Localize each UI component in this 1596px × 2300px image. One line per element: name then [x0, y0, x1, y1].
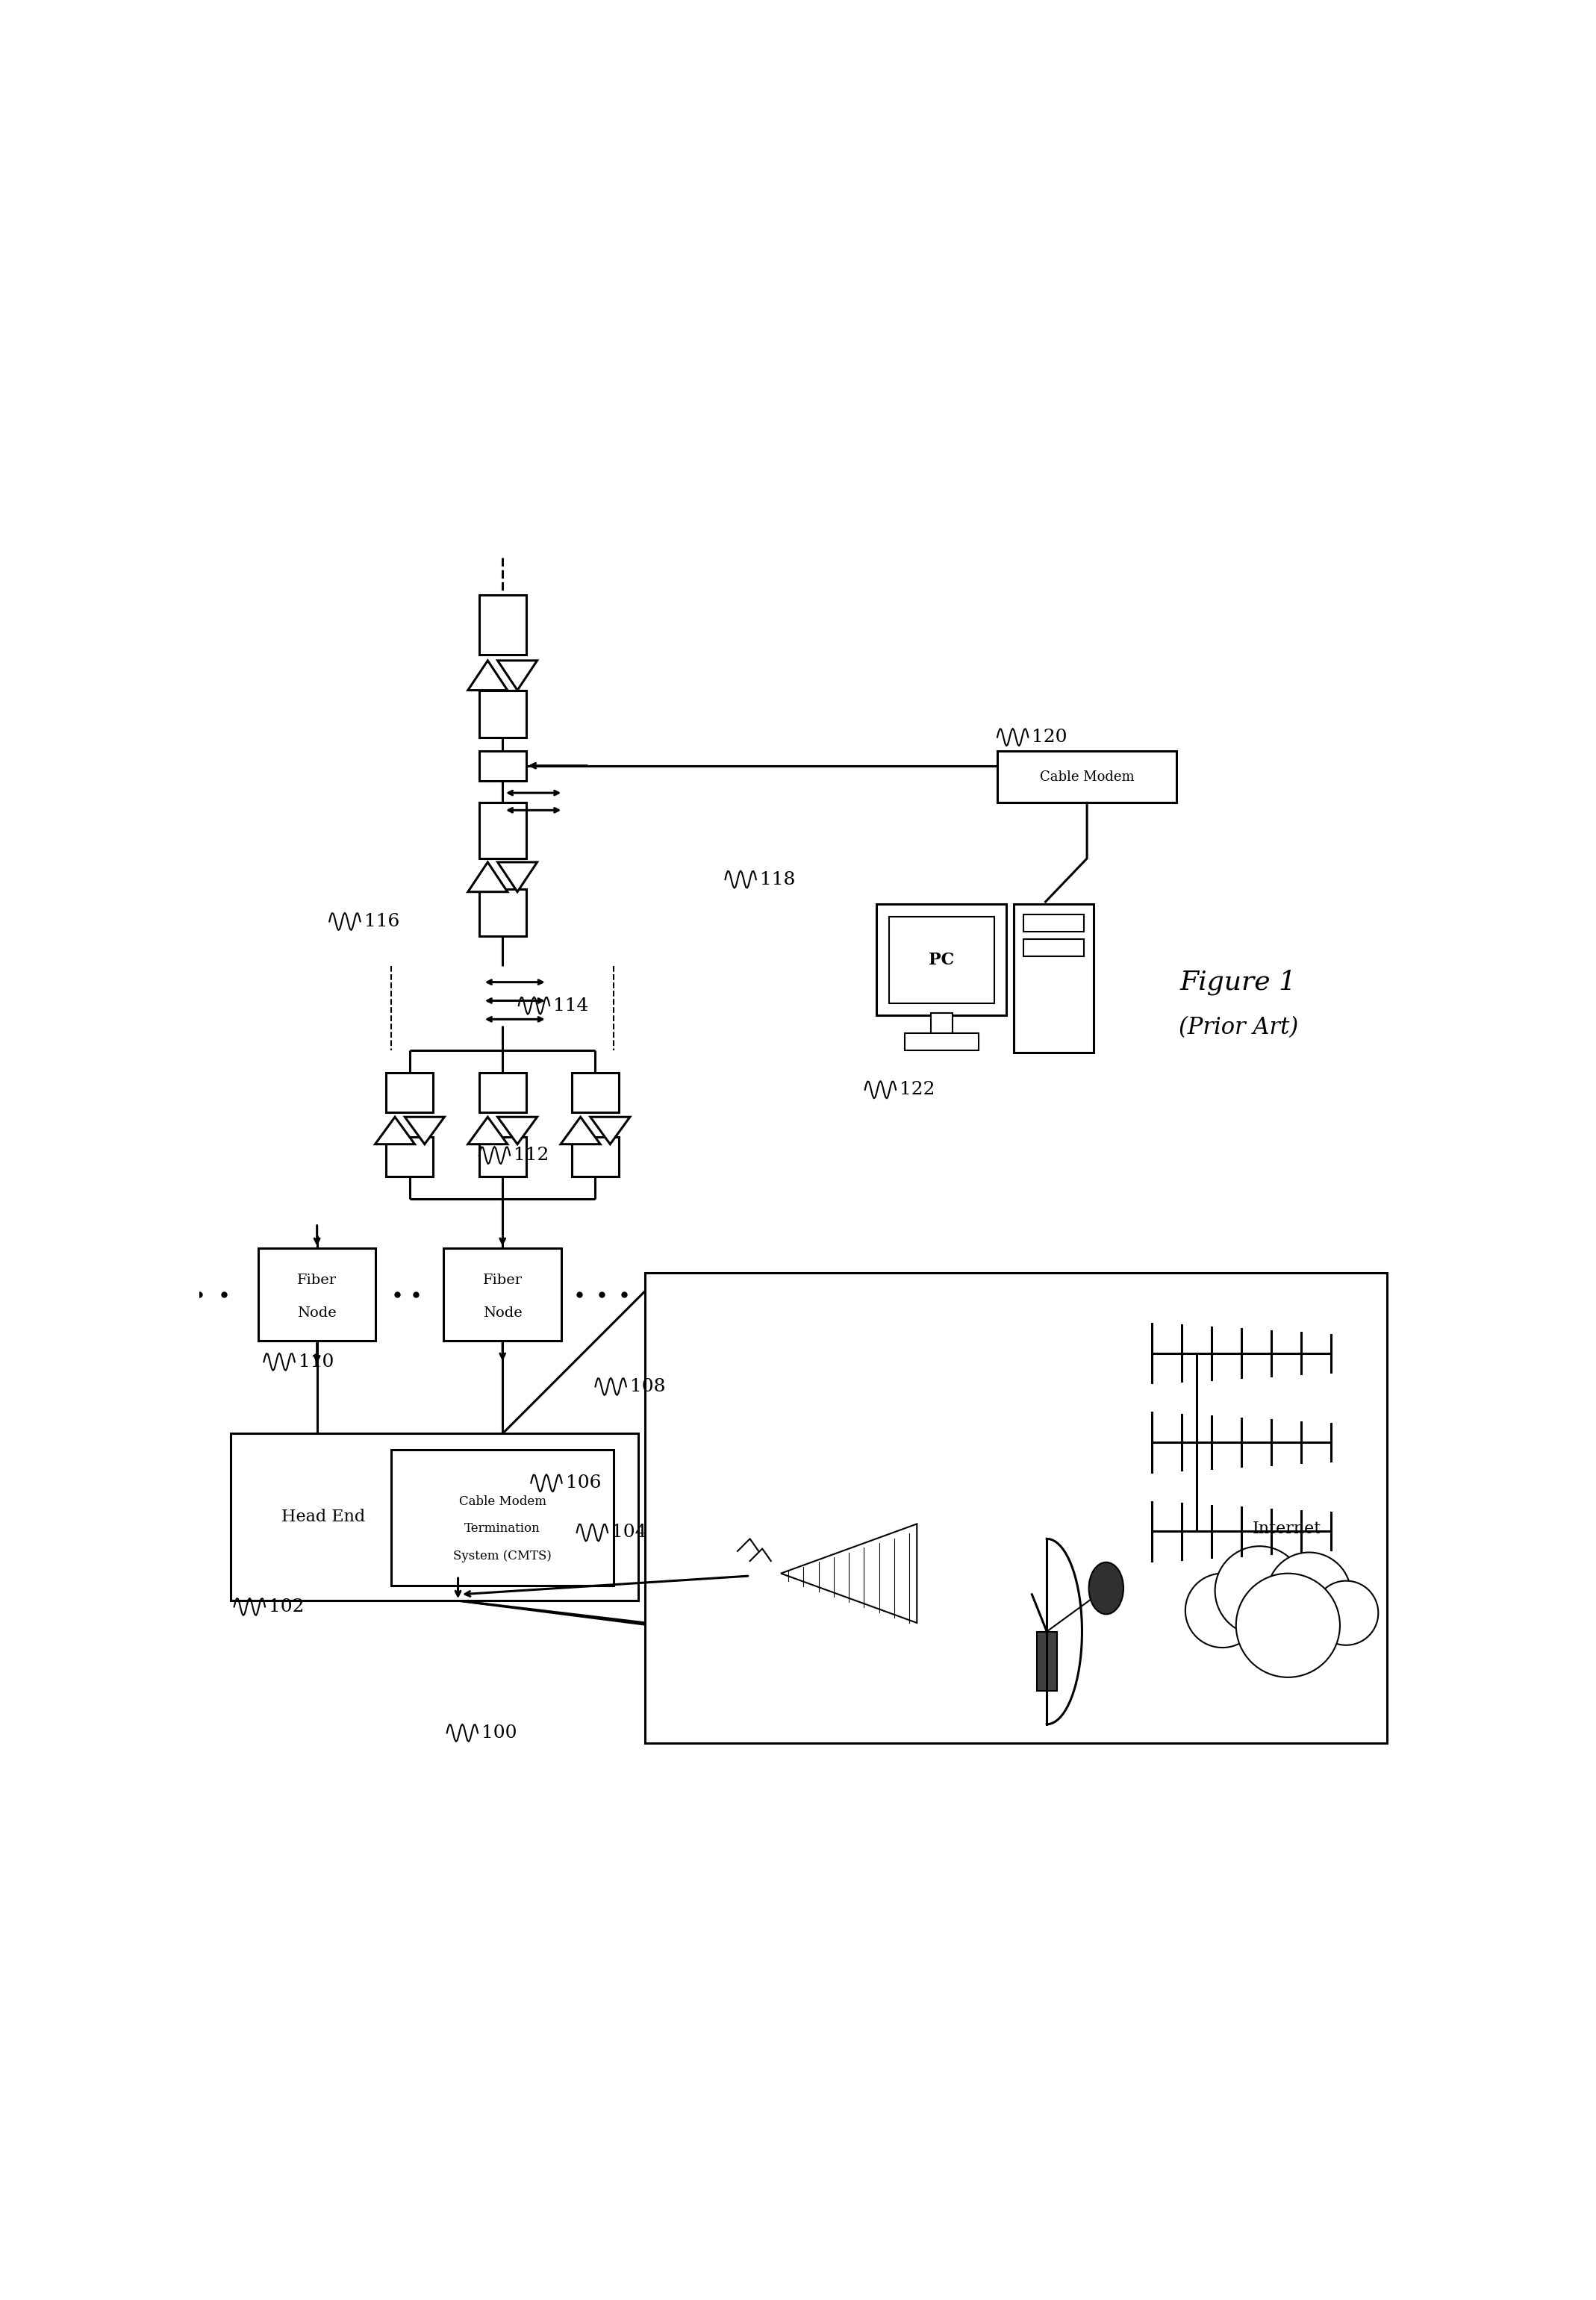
- Text: Fiber: Fiber: [297, 1274, 337, 1288]
- Text: 104: 104: [611, 1525, 646, 1541]
- Text: Node: Node: [484, 1306, 522, 1320]
- Bar: [386, 1136, 433, 1175]
- Text: 112: 112: [514, 1148, 549, 1164]
- Bar: [645, 1272, 1387, 1743]
- Circle shape: [1215, 1546, 1304, 1635]
- Bar: [930, 1012, 953, 1035]
- Bar: [571, 1072, 619, 1111]
- Bar: [479, 1136, 527, 1175]
- Circle shape: [1314, 1580, 1379, 1644]
- Text: Fiber: Fiber: [482, 1274, 522, 1288]
- Bar: [386, 1072, 433, 1111]
- Bar: [1037, 1631, 1057, 1691]
- Bar: [479, 596, 527, 655]
- Polygon shape: [468, 1118, 508, 1143]
- Circle shape: [1186, 1573, 1259, 1647]
- Text: Figure 1: Figure 1: [1179, 968, 1298, 996]
- Text: 102: 102: [268, 1598, 305, 1615]
- Ellipse shape: [1088, 1562, 1124, 1615]
- Bar: [1023, 938, 1084, 957]
- Bar: [479, 690, 527, 738]
- Polygon shape: [498, 862, 538, 892]
- Text: 118: 118: [760, 872, 795, 888]
- Text: 116: 116: [364, 913, 399, 929]
- Polygon shape: [468, 660, 508, 690]
- Bar: [259, 1249, 375, 1341]
- Bar: [479, 803, 527, 858]
- Bar: [905, 1033, 978, 1051]
- Text: 108: 108: [630, 1378, 666, 1396]
- Text: 114: 114: [554, 998, 589, 1014]
- Text: 122: 122: [900, 1081, 935, 1099]
- Text: 100: 100: [482, 1725, 517, 1741]
- Bar: [479, 750, 527, 780]
- Bar: [230, 1433, 638, 1601]
- Polygon shape: [468, 862, 508, 892]
- Polygon shape: [560, 1118, 600, 1143]
- Text: Node: Node: [297, 1306, 337, 1320]
- Bar: [391, 1449, 614, 1585]
- Bar: [479, 890, 527, 936]
- Text: 110: 110: [298, 1352, 334, 1371]
- Polygon shape: [498, 1118, 538, 1143]
- Circle shape: [1267, 1552, 1352, 1638]
- Polygon shape: [375, 1118, 415, 1143]
- Text: System (CMTS): System (CMTS): [453, 1550, 552, 1562]
- Bar: [889, 918, 994, 1003]
- Text: Cable Modem: Cable Modem: [1039, 770, 1135, 784]
- Polygon shape: [780, 1525, 916, 1624]
- Text: 106: 106: [565, 1474, 602, 1493]
- Text: Cable Modem: Cable Modem: [460, 1495, 546, 1509]
- Bar: [571, 1136, 619, 1175]
- Bar: [997, 750, 1176, 803]
- Text: PC: PC: [929, 952, 954, 968]
- Text: (Prior Art): (Prior Art): [1179, 1017, 1298, 1040]
- Text: 120: 120: [1033, 729, 1068, 745]
- Circle shape: [1235, 1573, 1341, 1677]
- Bar: [1013, 904, 1093, 1053]
- Text: Internet: Internet: [1253, 1520, 1321, 1536]
- Text: Head End: Head End: [281, 1509, 365, 1525]
- Polygon shape: [498, 660, 538, 690]
- Text: Termination: Termination: [464, 1523, 541, 1534]
- Polygon shape: [591, 1118, 630, 1143]
- Polygon shape: [405, 1118, 444, 1143]
- Bar: [444, 1249, 562, 1341]
- Bar: [1023, 913, 1084, 932]
- Bar: [876, 904, 1007, 1017]
- Bar: [479, 1072, 527, 1111]
